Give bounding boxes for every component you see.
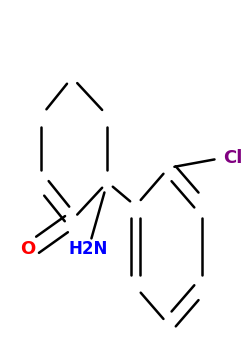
Text: Cl: Cl: [223, 149, 242, 167]
Text: O: O: [20, 240, 35, 258]
Text: H2N: H2N: [69, 240, 108, 258]
